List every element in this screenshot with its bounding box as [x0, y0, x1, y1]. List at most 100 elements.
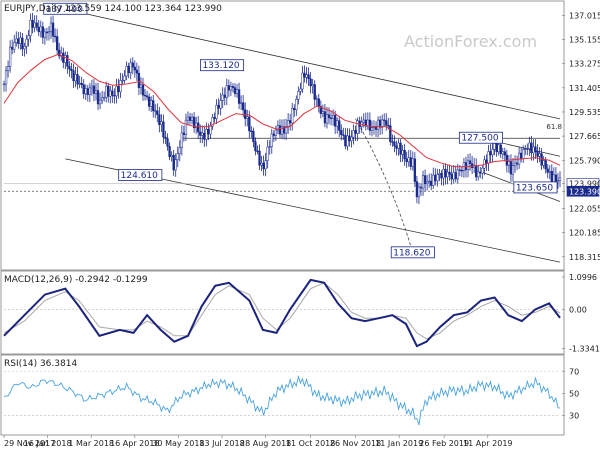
candle-body — [117, 86, 120, 93]
candle-body — [346, 135, 349, 147]
candle-body — [293, 107, 296, 111]
candle-body — [154, 110, 157, 112]
candle-body — [213, 117, 216, 119]
candle-body — [491, 149, 494, 156]
candle-body — [68, 66, 71, 70]
price-tick-label: 133.275 — [569, 60, 600, 69]
rsi-tick-label: 50 — [569, 389, 579, 398]
candle-body — [444, 168, 447, 178]
candle-body — [526, 148, 529, 150]
candle-body — [423, 175, 427, 185]
candle-body — [19, 37, 22, 44]
candle-body — [350, 136, 353, 142]
candle-body — [460, 170, 464, 172]
candle-body — [49, 22, 53, 32]
date-tick-label: 29 Nov 2017 — [4, 439, 55, 448]
candle-body — [485, 159, 488, 164]
candle-body — [403, 149, 406, 160]
price-plot: 61.8 137.490 133.120 124.610 118.620 127.500 1… — [2, 2, 562, 263]
candle-body — [405, 158, 408, 163]
price-marker-box — [566, 185, 600, 197]
candle-body — [317, 98, 320, 107]
candle-body — [182, 132, 186, 135]
price-tick-label: 123.990 — [569, 180, 600, 189]
candle-body — [172, 154, 175, 171]
candle-body — [313, 84, 316, 100]
candle-body — [522, 149, 525, 160]
candle-body — [23, 46, 26, 50]
candle-body — [540, 153, 543, 166]
candle-body — [29, 19, 32, 36]
candle-body — [344, 135, 347, 147]
candle-body — [325, 114, 329, 124]
candle-body — [434, 174, 437, 182]
candle-body — [170, 154, 173, 157]
candle-body — [452, 172, 455, 180]
candle-body — [66, 55, 69, 67]
candle-body — [556, 180, 560, 182]
candle-body — [513, 162, 517, 166]
candle-body — [82, 84, 85, 95]
candle-body — [186, 116, 190, 121]
candle-body — [88, 87, 92, 95]
candle-body — [544, 160, 547, 170]
candle-body — [76, 74, 79, 85]
candle-body — [35, 22, 38, 28]
candle-body — [415, 181, 419, 198]
candle-body — [428, 180, 431, 183]
candle-body — [233, 87, 237, 94]
candle-body — [548, 170, 551, 173]
price-annotation-box — [390, 246, 435, 259]
price-tick-label: 123.390 — [569, 187, 600, 196]
date-tick-label: 16 Jan 2018 — [24, 439, 72, 448]
price-tick-label: 129.535 — [569, 108, 600, 117]
candle-body — [205, 129, 208, 140]
candle-body — [309, 78, 312, 87]
candle-body — [278, 125, 282, 135]
candle-body — [501, 151, 504, 155]
candle-body — [64, 55, 67, 63]
candle-body — [536, 151, 539, 157]
candle-body — [348, 135, 351, 142]
candle-body — [227, 85, 231, 91]
candle-body — [286, 120, 290, 127]
candle-body — [458, 169, 461, 171]
candle-body — [115, 86, 118, 97]
candle-body — [258, 150, 261, 166]
candle-body — [381, 119, 384, 128]
candle-body — [145, 95, 149, 98]
candle-body — [376, 119, 380, 130]
candle-body — [92, 85, 96, 94]
candle-body — [80, 83, 83, 85]
candle-body — [166, 138, 169, 147]
candle-body — [493, 143, 496, 150]
candle-body — [305, 74, 308, 78]
macd-plot — [3, 278, 561, 348]
price-annotation-label: 124.610 — [121, 171, 158, 181]
candle-body — [401, 149, 404, 155]
candle-body — [479, 171, 482, 174]
macd-header: MACD(12,26,9) -0.2942 -0.1299 — [4, 275, 148, 285]
candle-body — [31, 19, 34, 28]
candle-body — [475, 165, 478, 178]
price-annotation-box — [513, 181, 558, 194]
candle-body — [411, 158, 414, 167]
candle-body — [37, 26, 40, 33]
candle-body — [528, 142, 531, 149]
date-tick-label: 26 Feb 2019 — [419, 439, 469, 448]
candle-body — [284, 126, 288, 134]
date-tick-label: 11 Apr 2019 — [463, 439, 512, 448]
candle-body — [156, 110, 159, 115]
rsi-line — [3, 374, 561, 426]
candle-body — [260, 162, 263, 166]
candle-body — [338, 120, 341, 131]
candle-body — [550, 170, 553, 183]
watermark: ActionForex.com — [404, 32, 537, 51]
candle-body — [242, 102, 245, 111]
candle-body — [252, 130, 255, 142]
date-tick-label: 11 Oct 2018 — [286, 439, 335, 448]
candle-body — [129, 62, 132, 74]
candle-body — [440, 173, 443, 179]
candle-body — [98, 99, 102, 105]
